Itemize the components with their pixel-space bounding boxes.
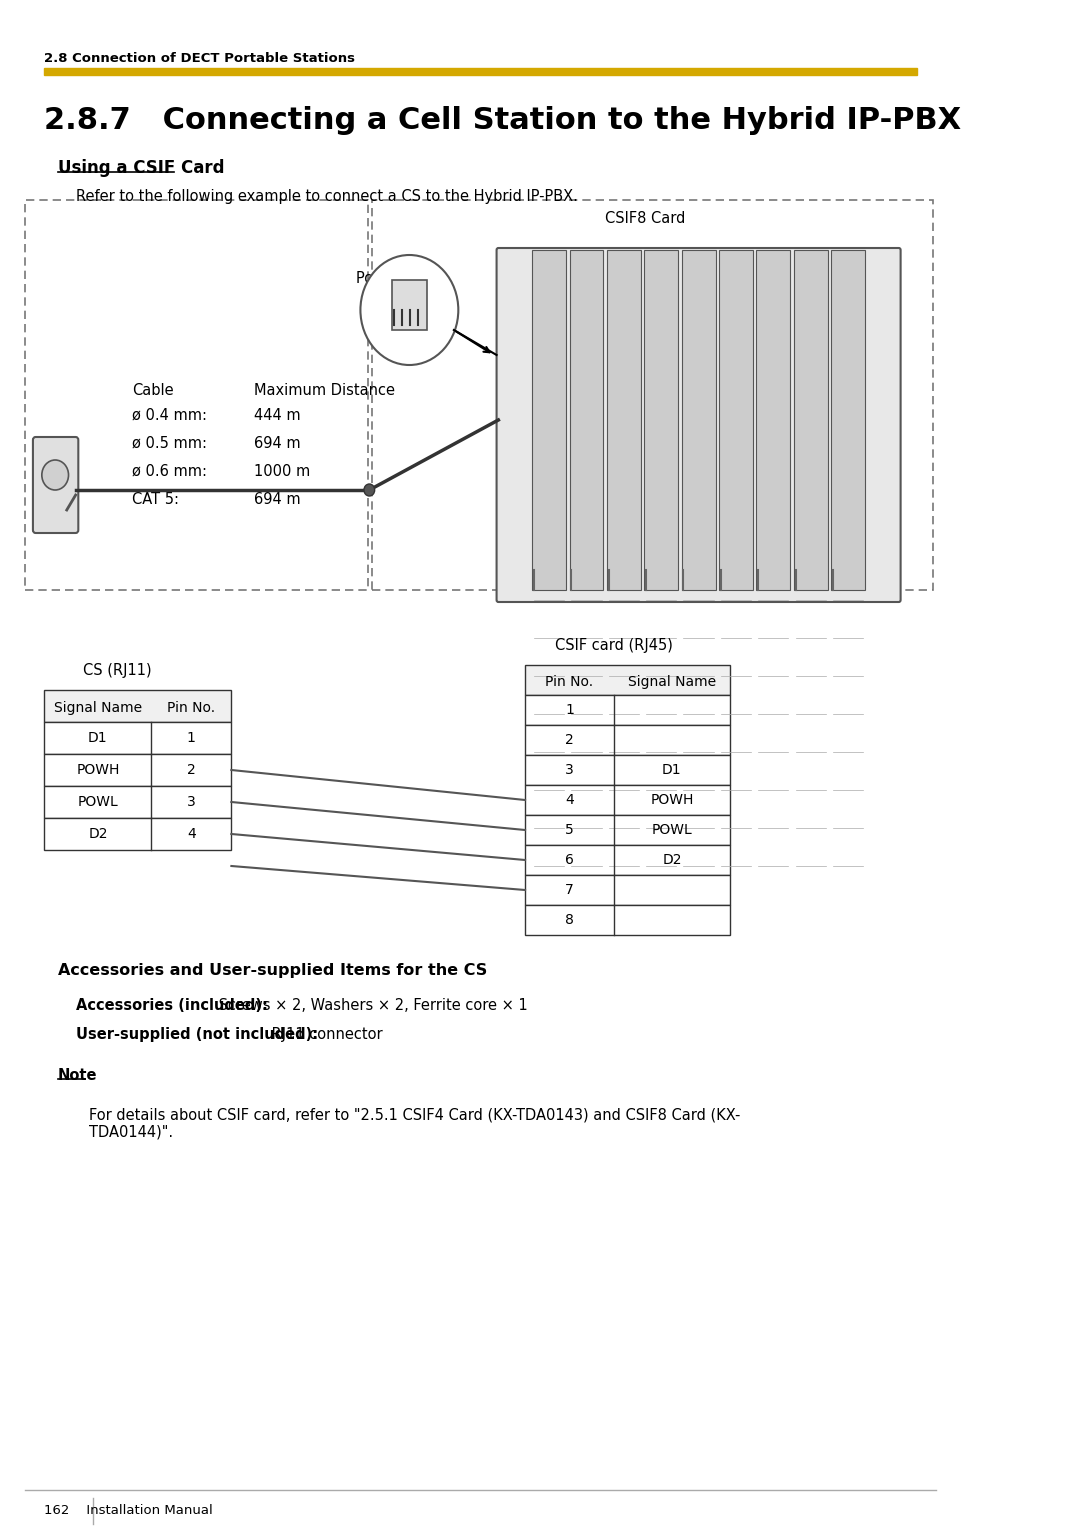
- Text: Signal Name: Signal Name: [627, 675, 716, 689]
- Bar: [25, 200, 367, 590]
- Bar: [525, 695, 730, 724]
- Text: D2: D2: [89, 827, 108, 840]
- Text: 5: 5: [565, 824, 573, 837]
- Text: ø 0.5 mm:: ø 0.5 mm:: [132, 435, 206, 451]
- Bar: [44, 753, 231, 785]
- Bar: [392, 280, 428, 330]
- Text: 2: 2: [187, 762, 195, 778]
- Bar: [372, 200, 933, 590]
- Text: CSIF8 Card: CSIF8 Card: [605, 211, 686, 226]
- Bar: [645, 251, 678, 590]
- Text: 3: 3: [187, 795, 195, 808]
- Circle shape: [42, 460, 68, 490]
- FancyBboxPatch shape: [497, 248, 901, 602]
- Bar: [525, 665, 730, 695]
- Bar: [44, 723, 231, 753]
- Bar: [756, 251, 791, 590]
- Bar: [607, 251, 640, 590]
- Bar: [525, 724, 730, 755]
- Text: D1: D1: [89, 730, 108, 746]
- Text: Cable: Cable: [132, 382, 173, 397]
- Bar: [569, 251, 604, 590]
- Text: POWH: POWH: [77, 762, 120, 778]
- Text: ø 0.6 mm:: ø 0.6 mm:: [132, 463, 206, 478]
- FancyBboxPatch shape: [32, 437, 79, 533]
- Text: Refer to the following example to connect a CS to the Hybrid IP-PBX.: Refer to the following example to connec…: [76, 188, 578, 203]
- Text: Using a CSIF Card: Using a CSIF Card: [58, 159, 225, 177]
- Text: 2.8.7   Connecting a Cell Station to the Hybrid IP-PBX: 2.8.7 Connecting a Cell Station to the H…: [44, 105, 961, 134]
- Text: POWH: POWH: [650, 793, 693, 807]
- Circle shape: [361, 255, 458, 365]
- Bar: [525, 876, 730, 905]
- Bar: [44, 785, 231, 817]
- Text: 2.8 Connection of DECT Portable Stations: 2.8 Connection of DECT Portable Stations: [44, 52, 355, 64]
- Text: Signal Name: Signal Name: [54, 701, 141, 715]
- Text: POWL: POWL: [651, 824, 692, 837]
- Text: ø 0.4 mm:: ø 0.4 mm:: [132, 408, 206, 423]
- Bar: [681, 251, 716, 590]
- Bar: [44, 691, 231, 723]
- Bar: [525, 905, 730, 935]
- Text: Maximum Distance: Maximum Distance: [254, 382, 394, 397]
- Text: 3: 3: [565, 762, 573, 778]
- Text: CAT 5:: CAT 5:: [132, 492, 178, 506]
- Text: 4: 4: [187, 827, 195, 840]
- Text: Accessories and User-supplied Items for the CS: Accessories and User-supplied Items for …: [58, 963, 487, 978]
- Bar: [525, 845, 730, 876]
- Text: D2: D2: [662, 853, 681, 866]
- Text: 1: 1: [565, 703, 573, 717]
- Bar: [719, 251, 753, 590]
- Text: 694 m: 694 m: [254, 492, 300, 506]
- Text: 444 m: 444 m: [254, 408, 300, 423]
- Text: RJ11 connector: RJ11 connector: [267, 1027, 382, 1042]
- Text: 6: 6: [565, 853, 573, 866]
- Text: 1: 1: [187, 730, 195, 746]
- Bar: [532, 251, 566, 590]
- Text: POWL: POWL: [78, 795, 119, 808]
- Text: CS (RJ11): CS (RJ11): [83, 663, 151, 677]
- Text: 162    Installation Manual: 162 Installation Manual: [44, 1504, 213, 1516]
- Text: 2: 2: [565, 733, 573, 747]
- Text: Port 1: Port 1: [356, 270, 399, 286]
- Text: Pin No.: Pin No.: [167, 701, 215, 715]
- Text: 4: 4: [565, 793, 573, 807]
- Text: Pin No.: Pin No.: [545, 675, 594, 689]
- Text: D1: D1: [662, 762, 681, 778]
- Text: Accessories (included):: Accessories (included):: [76, 998, 268, 1013]
- Text: Screws × 2, Washers × 2, Ferrite core × 1: Screws × 2, Washers × 2, Ferrite core × …: [214, 998, 527, 1013]
- Bar: [832, 251, 865, 590]
- Circle shape: [364, 484, 375, 497]
- Bar: [525, 755, 730, 785]
- Bar: [525, 814, 730, 845]
- Text: 694 m: 694 m: [254, 435, 300, 451]
- Text: 8: 8: [565, 914, 573, 927]
- Text: 7: 7: [565, 883, 573, 897]
- Text: For details about CSIF card, refer to "2.5.1 CSIF4 Card (KX-TDA0143) and CSIF8 C: For details about CSIF card, refer to "2…: [89, 1106, 741, 1140]
- Text: Note: Note: [58, 1068, 97, 1082]
- Text: CSIF card (RJ45): CSIF card (RJ45): [555, 637, 673, 652]
- Bar: [525, 785, 730, 814]
- Bar: [794, 251, 827, 590]
- Text: 1000 m: 1000 m: [254, 463, 310, 478]
- Bar: [44, 69, 917, 75]
- Bar: [44, 817, 231, 850]
- Text: User-supplied (not included):: User-supplied (not included):: [76, 1027, 318, 1042]
